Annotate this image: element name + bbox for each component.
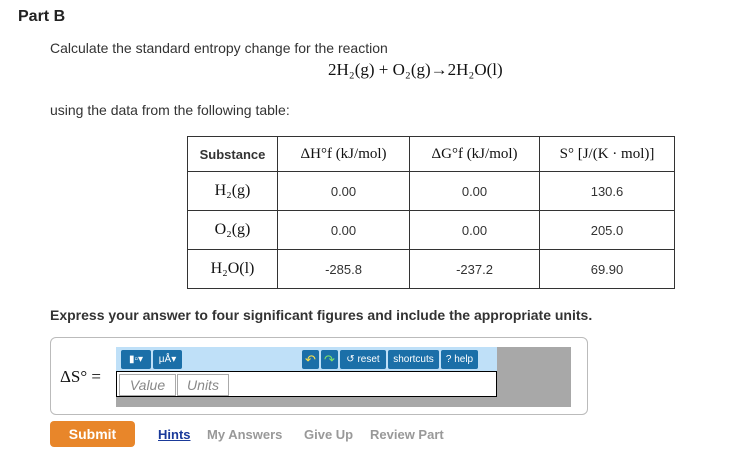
hints-link[interactable]: Hints (158, 427, 191, 442)
cell: 0.00 (409, 171, 540, 211)
give-up-link[interactable]: Give Up (304, 427, 354, 442)
answer-box (50, 337, 588, 415)
reset-button[interactable]: ↺ reset (340, 350, 386, 369)
header-gibbs: ΔG°f (kJ/mol) (409, 136, 540, 172)
cell: 130.6 (539, 171, 675, 211)
units-menu-button[interactable]: μÅ▾ (153, 350, 182, 369)
cell: 0.00 (277, 210, 410, 250)
table-row: H₂O(l) -285.8 -237.2 69.90 (187, 249, 675, 289)
thermo-data-table: Substance ΔH°f (kJ/mol) ΔG°f (kJ/mol) S°… (187, 136, 675, 289)
cell: 0.00 (277, 171, 410, 211)
editor-toolbar: ▮▫▾ μÅ▾ ↶ ↷ ↺ reset shortcuts ? help (116, 347, 497, 371)
reaction-equation: 2H₂(g) + O₂(g)→2H₂O(l) (328, 60, 503, 79)
editor-border-bottom (116, 396, 497, 407)
cell: 69.90 (539, 249, 675, 289)
cell: 0.00 (409, 210, 540, 250)
cell: 205.0 (539, 210, 675, 250)
part-title: Part B (18, 8, 66, 25)
table-row: O₂(g) 0.00 0.00 205.0 (187, 210, 675, 250)
header-substance: Substance (187, 136, 278, 172)
answer-label: ΔS° = (60, 367, 102, 386)
cell: -285.8 (277, 249, 410, 289)
cell-substance: O₂(g) (187, 210, 278, 250)
submit-button[interactable]: Submit (50, 421, 135, 447)
question-text-2: using the data from the following table: (50, 102, 290, 118)
header-entropy: S° [J/(K · mol)] (539, 136, 675, 172)
table-header-row: Substance ΔH°f (kJ/mol) ΔG°f (kJ/mol) S°… (187, 136, 675, 172)
templates-button[interactable]: ▮▫▾ (121, 350, 151, 369)
units-field[interactable]: Units (177, 374, 229, 396)
cell: -237.2 (409, 249, 540, 289)
table-row: H₂(g) 0.00 0.00 130.6 (187, 171, 675, 211)
answer-input-area: Value Units (116, 371, 497, 397)
value-field[interactable]: Value (119, 374, 176, 396)
my-answers-link[interactable]: My Answers (207, 427, 283, 442)
redo-icon[interactable]: ↷ (321, 350, 338, 369)
header-enthalpy: ΔH°f (kJ/mol) (277, 136, 410, 172)
cell-substance: H₂O(l) (187, 249, 278, 289)
editor-border (497, 347, 571, 407)
cell-substance: H₂(g) (187, 171, 278, 211)
instruction-text: Express your answer to four significant … (50, 307, 593, 323)
help-button[interactable]: ? help (441, 350, 478, 369)
question-text: Calculate the standard entropy change fo… (50, 40, 388, 56)
undo-icon[interactable]: ↶ (302, 350, 319, 369)
shortcuts-button[interactable]: shortcuts (388, 350, 439, 369)
review-part-link[interactable]: Review Part (370, 427, 444, 442)
